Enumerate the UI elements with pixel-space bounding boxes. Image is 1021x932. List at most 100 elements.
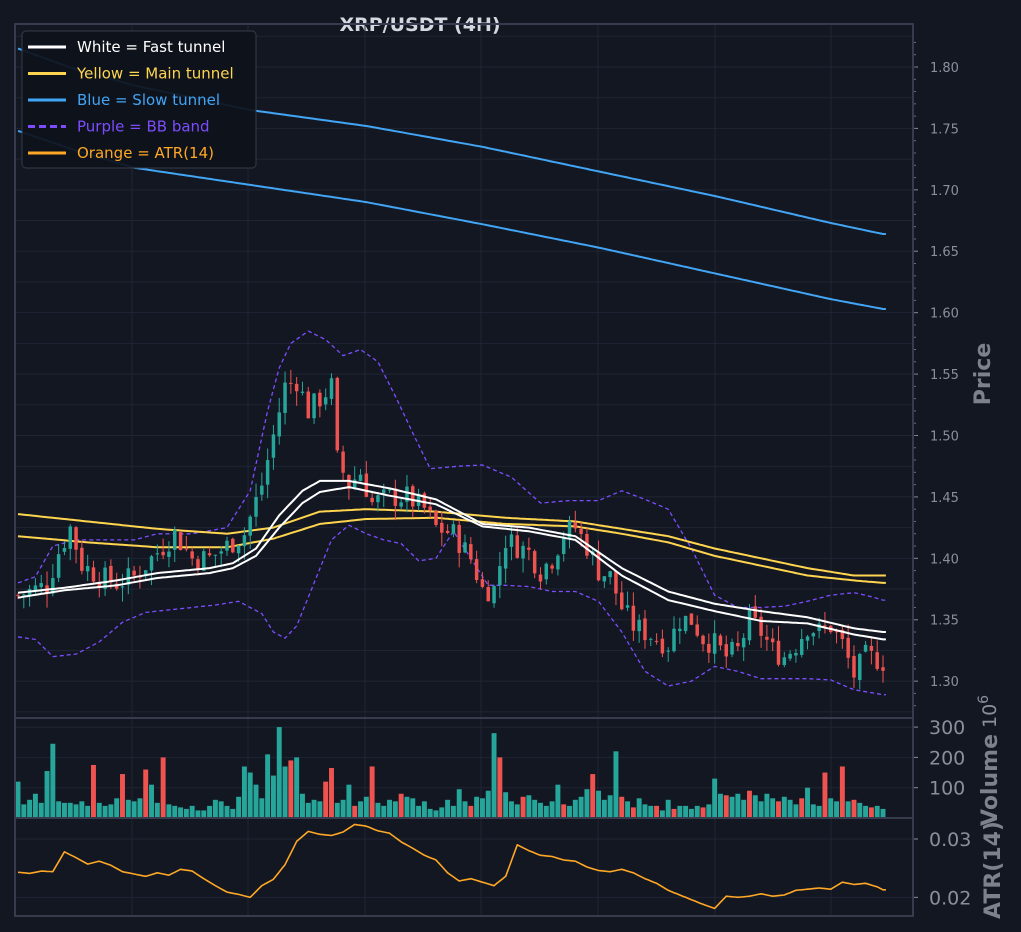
- candle-body: [51, 578, 55, 594]
- volume-bar: [810, 804, 816, 818]
- volume-bar: [311, 799, 317, 818]
- volume-bar: [439, 807, 445, 818]
- volume-bar: [572, 799, 578, 818]
- candle-body: [213, 554, 218, 556]
- candle-body: [457, 524, 461, 553]
- volume-bar: [85, 805, 91, 818]
- volume-bar: [427, 808, 433, 818]
- candle-body: [428, 506, 432, 511]
- volume-bar: [114, 798, 120, 818]
- volume-bar: [44, 771, 50, 818]
- volume-bar: [462, 801, 468, 818]
- volume-bar: [700, 807, 706, 818]
- volume-bar: [392, 801, 398, 818]
- volume-tick-label: 200: [929, 747, 965, 769]
- candle-body: [678, 628, 682, 632]
- price-tick-label: 1.60: [930, 307, 959, 322]
- candle-body: [173, 529, 177, 550]
- volume-bar: [259, 798, 265, 818]
- fast-tunnel-upper: [17, 479, 886, 633]
- main-tunnel-upper: [17, 508, 886, 577]
- candle-body: [492, 586, 496, 604]
- volume-bar: [445, 799, 451, 818]
- volume-bar: [607, 795, 613, 818]
- volume-tick-label: 300: [929, 717, 965, 739]
- volume-bar: [770, 798, 776, 818]
- legend-entry-label: Blue = Slow tunnel: [77, 91, 220, 109]
- candle-body: [387, 489, 392, 491]
- candle-body: [178, 532, 183, 551]
- volume-bar: [874, 805, 880, 818]
- legend: White = Fast tunnel Yellow = Main tunnel B…: [21, 30, 257, 169]
- volume-bar: [334, 802, 340, 818]
- volume-bar: [520, 796, 526, 818]
- price-tick-label: 1.35: [930, 614, 959, 629]
- volume-bar: [125, 799, 131, 818]
- volume-bar: [706, 804, 712, 818]
- candle-body: [62, 547, 67, 552]
- candle-body: [596, 551, 601, 581]
- volume-multiplier-exponent: 6: [976, 695, 992, 704]
- candle-body: [794, 652, 798, 656]
- volume-bar: [485, 790, 491, 818]
- atr-series-line: [17, 823, 886, 910]
- candle-body: [480, 579, 485, 587]
- volume-bar: [787, 799, 793, 818]
- candle-body: [283, 382, 287, 413]
- candle-body: [724, 644, 728, 657]
- volume-bar: [61, 802, 67, 818]
- candle-body: [202, 551, 206, 571]
- candle-body: [219, 551, 223, 554]
- candle-body: [39, 583, 43, 588]
- panel-frame: [14, 817, 914, 917]
- candle-body: [695, 624, 699, 636]
- candle-body: [817, 623, 821, 631]
- volume-bar: [91, 764, 96, 818]
- candle-body: [852, 655, 856, 678]
- candle-body: [190, 551, 194, 559]
- candle-body: [683, 615, 688, 632]
- price-tick-label: 1.40: [930, 552, 959, 567]
- volume-bar: [805, 787, 810, 818]
- volume-multiplier-base: 10: [979, 704, 1001, 728]
- slow-tunnel-lower: [17, 129, 886, 310]
- candle-body: [109, 565, 113, 583]
- volume-bar: [845, 801, 851, 818]
- candle-body: [22, 594, 26, 596]
- candle-body: [660, 638, 665, 654]
- volume-bar: [143, 769, 149, 818]
- volume-bar: [781, 796, 787, 818]
- volume-bar: [648, 805, 654, 818]
- candle-body: [416, 493, 421, 506]
- candle-body: [556, 555, 560, 570]
- volume-bar: [247, 772, 253, 818]
- volume-bar: [694, 805, 700, 818]
- candle-body: [532, 551, 537, 574]
- candle-body: [254, 497, 258, 517]
- volume-bar: [398, 793, 404, 818]
- fast-tunnel: [17, 479, 886, 641]
- candle-body: [573, 522, 578, 529]
- candle-body: [370, 497, 374, 503]
- candle-body: [434, 510, 438, 525]
- price-tick-label: 1.30: [930, 675, 959, 690]
- volume-bar: [636, 798, 642, 818]
- candle-body: [503, 548, 508, 569]
- candle-body: [753, 606, 758, 618]
- legend-entry-label: Orange = ATR(14): [77, 144, 214, 162]
- volume-bar: [601, 799, 607, 818]
- volume-bar: [416, 805, 422, 818]
- candle-body: [521, 545, 525, 559]
- candle-body: [614, 570, 618, 594]
- volume-bar: [270, 775, 276, 818]
- candle-body: [161, 551, 165, 556]
- volume-bar: [410, 798, 416, 818]
- main-tunnel-lower: [17, 516, 886, 584]
- atr-line: [17, 823, 886, 910]
- volume-bar: [96, 802, 102, 818]
- volume-bar: [323, 781, 329, 818]
- volume-tick-label: 100: [929, 778, 965, 800]
- candle-body: [631, 605, 636, 631]
- candlesticks: [16, 369, 885, 690]
